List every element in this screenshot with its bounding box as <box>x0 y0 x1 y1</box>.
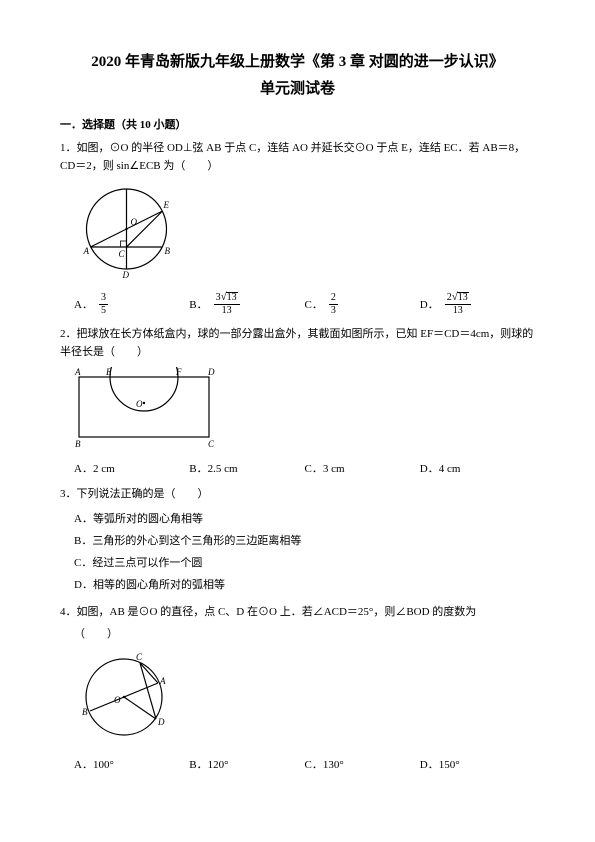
svg-text:F: F <box>175 367 182 377</box>
q4-opt-c: C．130° <box>305 756 420 772</box>
q1-opt-d: D． 2√13 13 <box>420 292 535 316</box>
svg-text:C: C <box>136 652 143 662</box>
q4-stem: 4．如图，AB 是⊙O 的直径，点 C、D 在⊙O 上．若∠ACD＝25°，则∠… <box>60 604 535 622</box>
q3-opt-a: A．等弧所对的圆心角相等 <box>74 508 535 530</box>
section-heading: 一．选择题（共 10 小题） <box>60 116 535 132</box>
svg-text:O: O <box>131 217 138 227</box>
q2-opt-b: B．2.5 cm <box>189 460 304 476</box>
q2-options: A．2 cm B．2.5 cm C．3 cm D．4 cm <box>60 460 535 476</box>
svg-text:E: E <box>163 200 170 210</box>
q4-opt-b: B．120° <box>189 756 304 772</box>
q2-opt-d: D．4 cm <box>420 460 535 476</box>
q3-statements: A．等弧所对的圆心角相等 B．三角形的外心到这个三角形的三边距离相等 C．经过三… <box>60 508 535 596</box>
q2-opt-c: C．3 cm <box>305 460 420 476</box>
q4-opt-d: D．150° <box>420 756 535 772</box>
svg-text:C: C <box>119 249 126 259</box>
svg-text:A: A <box>74 367 81 377</box>
q3-opt-d: D．相等的圆心角所对的弧相等 <box>74 574 535 596</box>
title-line-2: 单元测试卷 <box>60 77 535 98</box>
svg-text:D: D <box>122 270 130 280</box>
q4-stem2: （ ） <box>60 626 535 644</box>
q4-options: A．100° B．120° C．130° D．150° <box>60 756 535 772</box>
svg-text:C: C <box>208 439 215 449</box>
svg-text:D: D <box>207 367 215 377</box>
title-line-1: 2020 年青岛新版九年级上册数学《第 3 章 对圆的进一步认识》 <box>60 50 535 71</box>
q1-figure: O E A B C D <box>60 181 535 286</box>
q1-stem: 1．如图，⊙O 的半径 OD⊥弦 AB 于点 C，连结 AO 并延长交⊙O 于点… <box>60 140 535 175</box>
q2-stem: 2．把球放在长方体纸盒内，球的一部分露出盒外，其截面如图所示，已知 EF＝CD＝… <box>60 326 535 361</box>
svg-text:E: E <box>105 367 112 377</box>
q3-opt-b: B．三角形的外心到这个三角形的三边距离相等 <box>74 530 535 552</box>
svg-text:D: D <box>157 717 165 727</box>
svg-text:O: O <box>114 695 121 705</box>
svg-text:A: A <box>159 676 166 686</box>
q2-opt-a: A．2 cm <box>74 460 189 476</box>
q3-opt-c: C．经过三点可以作一个圆 <box>74 552 535 574</box>
q3-stem: 3．下列说法正确的是（ ） <box>60 486 535 504</box>
q1-options: A． 3 5 B． 3√13 13 C． 2 3 D． 2√13 13 <box>60 292 535 316</box>
svg-text:O: O <box>136 399 143 409</box>
q4-opt-a: A．100° <box>74 756 189 772</box>
q1-opt-a: A． 3 5 <box>74 293 189 316</box>
svg-text:B: B <box>82 707 88 717</box>
svg-text:B: B <box>165 246 171 256</box>
q1-opt-b: B． 3√13 13 <box>189 292 304 316</box>
svg-text:B: B <box>75 439 81 449</box>
svg-text:A: A <box>83 246 90 256</box>
q1-opt-c: C． 2 3 <box>305 293 420 316</box>
q4-figure: A B C D O <box>60 649 535 750</box>
q2-figure: A E F D B C O <box>60 367 535 454</box>
